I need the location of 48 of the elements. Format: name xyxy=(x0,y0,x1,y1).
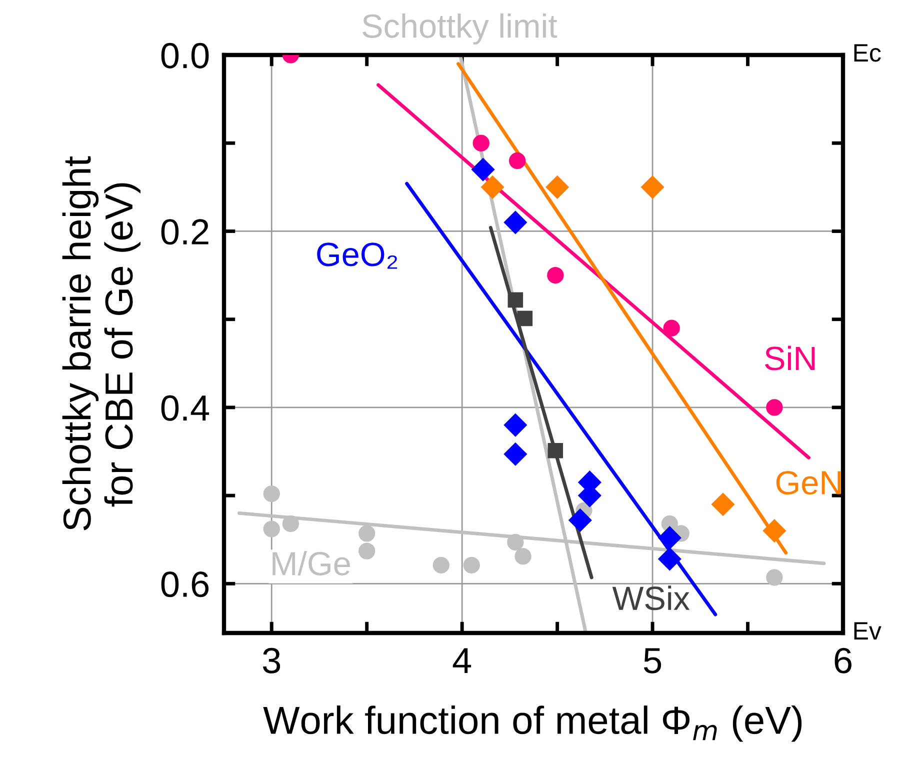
point xyxy=(504,210,527,234)
annotation: GeN xyxy=(776,470,841,495)
y-tick-label: 0.0 xyxy=(161,42,209,68)
point xyxy=(463,556,480,574)
point xyxy=(358,542,376,560)
x-tick-label: 6 xyxy=(834,648,852,674)
annotation: WSix xyxy=(612,586,690,610)
point xyxy=(504,414,527,437)
point xyxy=(766,399,783,416)
y-tick-label: 0.4 xyxy=(161,395,210,421)
point xyxy=(547,266,564,284)
point xyxy=(517,310,533,326)
y-tick-label: 0.6 xyxy=(161,572,209,598)
x-tick-label: 4 xyxy=(452,648,472,674)
text: Ev xyxy=(854,622,882,640)
point xyxy=(641,176,664,199)
annotation: SiN xyxy=(765,346,815,370)
point xyxy=(432,556,450,574)
point xyxy=(762,519,786,542)
point xyxy=(658,526,682,550)
point xyxy=(282,515,299,532)
x-axis-title: Work function of metal Φ$_{m}$ (eV) xyxy=(263,706,802,742)
y-axis-title: Schottky barrie height for CBE of Ge (eV) xyxy=(62,156,140,530)
point xyxy=(263,485,280,502)
annotation: GeO₂ xyxy=(317,242,398,269)
point xyxy=(514,548,532,565)
point xyxy=(712,492,735,516)
text: Schottky limit xyxy=(362,13,558,45)
point xyxy=(508,292,524,308)
point xyxy=(263,520,280,538)
point xyxy=(766,569,783,586)
point xyxy=(504,442,527,466)
point xyxy=(507,534,524,551)
point xyxy=(472,158,495,182)
point xyxy=(568,508,592,532)
point xyxy=(481,176,504,199)
point xyxy=(546,176,569,199)
y-tick-label: 0.2 xyxy=(161,219,208,245)
point xyxy=(358,525,376,542)
annotation: M/Ge xyxy=(272,550,350,576)
point xyxy=(658,547,682,570)
point xyxy=(663,320,680,336)
point xyxy=(472,134,490,152)
x-tick-label: 5 xyxy=(644,648,662,674)
text: Ec xyxy=(854,44,881,62)
point xyxy=(508,152,526,170)
point xyxy=(548,442,564,458)
x-tick-label: 3 xyxy=(262,648,280,674)
